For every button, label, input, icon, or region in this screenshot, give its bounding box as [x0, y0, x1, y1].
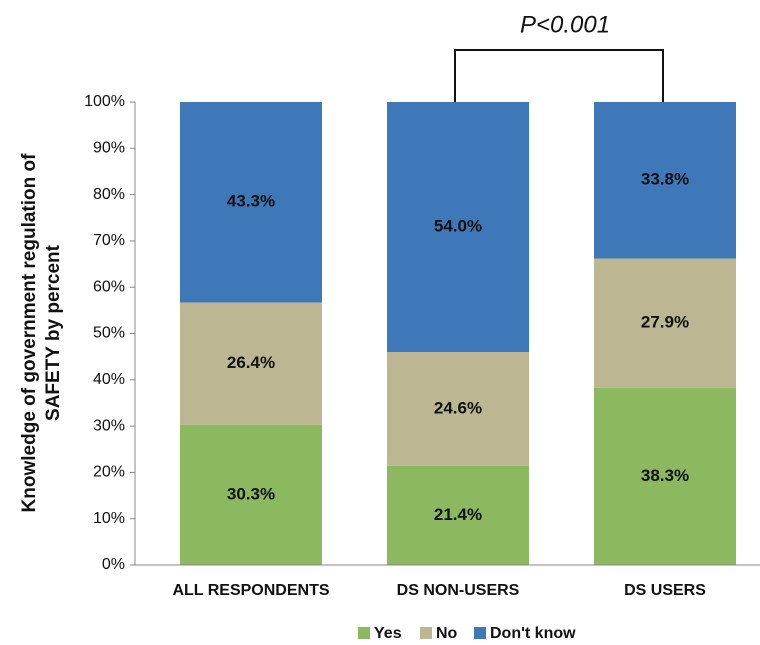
legend-swatch — [474, 627, 486, 639]
value-label: 33.8% — [641, 170, 689, 189]
legend-label: No — [436, 625, 458, 642]
value-label: 24.6% — [434, 398, 482, 417]
y-axis-title: Knowledge of government regulation of SA… — [19, 153, 64, 513]
value-label: 27.9% — [641, 313, 689, 332]
y-tick-label: 30% — [93, 417, 125, 434]
y-tick-label: 10% — [93, 510, 125, 527]
legend-swatch — [420, 627, 432, 639]
y-axis-title-line: Knowledge of government regulation of — [19, 153, 40, 513]
bar-segment — [594, 258, 736, 388]
significance-bracket — [454, 49, 664, 102]
bar-segment — [180, 102, 322, 303]
y-tick-label: 100% — [84, 93, 125, 110]
legend-label: Don't know — [490, 625, 576, 642]
bar-segment — [387, 352, 529, 466]
x-tick-label: DS NON-USERS — [397, 582, 520, 599]
bar-segment — [594, 387, 736, 565]
y-axis-title-line: SAFETY by percent — [43, 244, 64, 421]
value-label: 21.4% — [434, 505, 482, 524]
x-tick-label: ALL RESPONDENTS — [172, 582, 329, 599]
bar-segment — [594, 102, 736, 259]
value-label: 30.3% — [227, 484, 275, 503]
x-tick-label: DS USERS — [624, 582, 706, 599]
y-tick-label: 40% — [93, 371, 125, 388]
y-tick-label: 20% — [93, 464, 125, 481]
legend-swatch — [358, 627, 370, 639]
value-label: 26.4% — [227, 353, 275, 372]
bar-segment — [180, 424, 322, 565]
value-label: 43.3% — [227, 192, 275, 211]
value-label: 54.0% — [434, 216, 482, 235]
legend-label: Yes — [374, 625, 402, 642]
y-tick-label: 80% — [93, 186, 125, 203]
bar-segment — [180, 302, 322, 425]
annotation: P<0.001 — [520, 11, 610, 38]
y-tick-label: 70% — [93, 232, 125, 249]
bar-segment — [387, 465, 529, 565]
value-label: 38.3% — [641, 466, 689, 485]
y-tick-label: 60% — [93, 278, 125, 295]
y-tick-label: 50% — [93, 325, 125, 342]
y-tick-label: 0% — [102, 556, 125, 573]
bar-segment — [387, 102, 529, 353]
y-tick-label: 90% — [93, 140, 125, 157]
